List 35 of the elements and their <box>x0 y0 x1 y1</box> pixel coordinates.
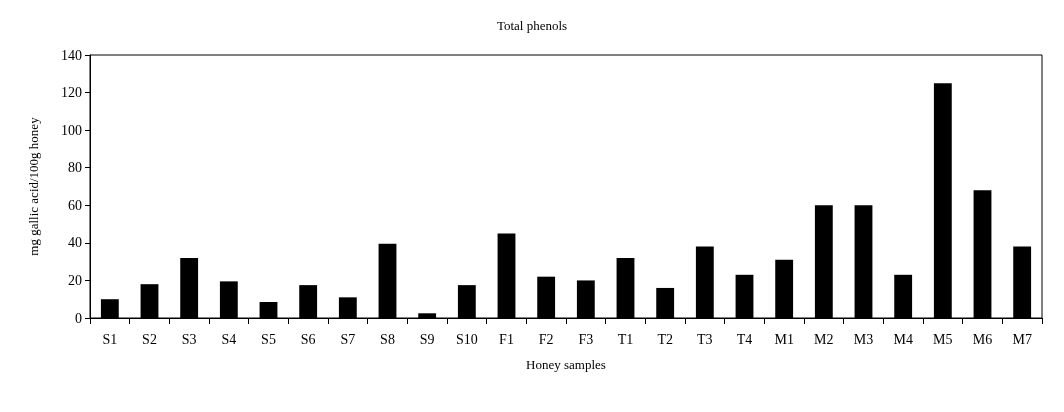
x-axis-title: Honey samples <box>526 357 606 372</box>
x-tick-label: M6 <box>972 331 993 347</box>
x-tick-label: S10 <box>455 331 478 347</box>
y-axis-title: mg gallic acid/100g honey <box>26 116 41 256</box>
x-tick-label: T4 <box>736 331 753 347</box>
x-tick-label: S1 <box>102 331 118 347</box>
x-tick-label: T2 <box>657 331 673 347</box>
x-tick-label: F1 <box>499 331 514 347</box>
x-tick-label: F3 <box>578 331 594 347</box>
x-tick-label: F2 <box>538 331 554 347</box>
y-tick-label: 120 <box>61 85 82 101</box>
x-tick-label: S6 <box>300 331 316 347</box>
x-tick-label: M3 <box>853 331 874 347</box>
y-tick-label: 60 <box>68 197 82 213</box>
y-tick-label: 80 <box>68 160 82 176</box>
y-tick-label: 20 <box>68 272 82 288</box>
x-tick-label: M1 <box>774 331 794 347</box>
x-tick-label: M5 <box>933 331 953 347</box>
x-tick-label: S2 <box>142 331 157 347</box>
x-tick-label: S8 <box>380 331 395 347</box>
x-tick-label: M2 <box>814 331 834 347</box>
y-tick-label: 40 <box>68 235 82 251</box>
x-tick-label: M7 <box>1012 331 1032 347</box>
x-tick-label: S9 <box>419 331 435 347</box>
chart-title: Total phenols <box>496 18 568 33</box>
x-tick-label: S3 <box>181 331 197 347</box>
x-tick-label: T1 <box>617 331 634 347</box>
y-tick-label: 140 <box>61 47 82 63</box>
x-tick-label: S4 <box>221 331 237 347</box>
x-tick-label: M4 <box>893 331 913 347</box>
x-tick-label: T3 <box>697 331 713 347</box>
y-tick-label: 0 <box>75 310 82 326</box>
x-tick-label: S7 <box>340 331 356 347</box>
y-tick-label: 100 <box>61 122 82 138</box>
x-tick-label: S5 <box>261 331 276 347</box>
